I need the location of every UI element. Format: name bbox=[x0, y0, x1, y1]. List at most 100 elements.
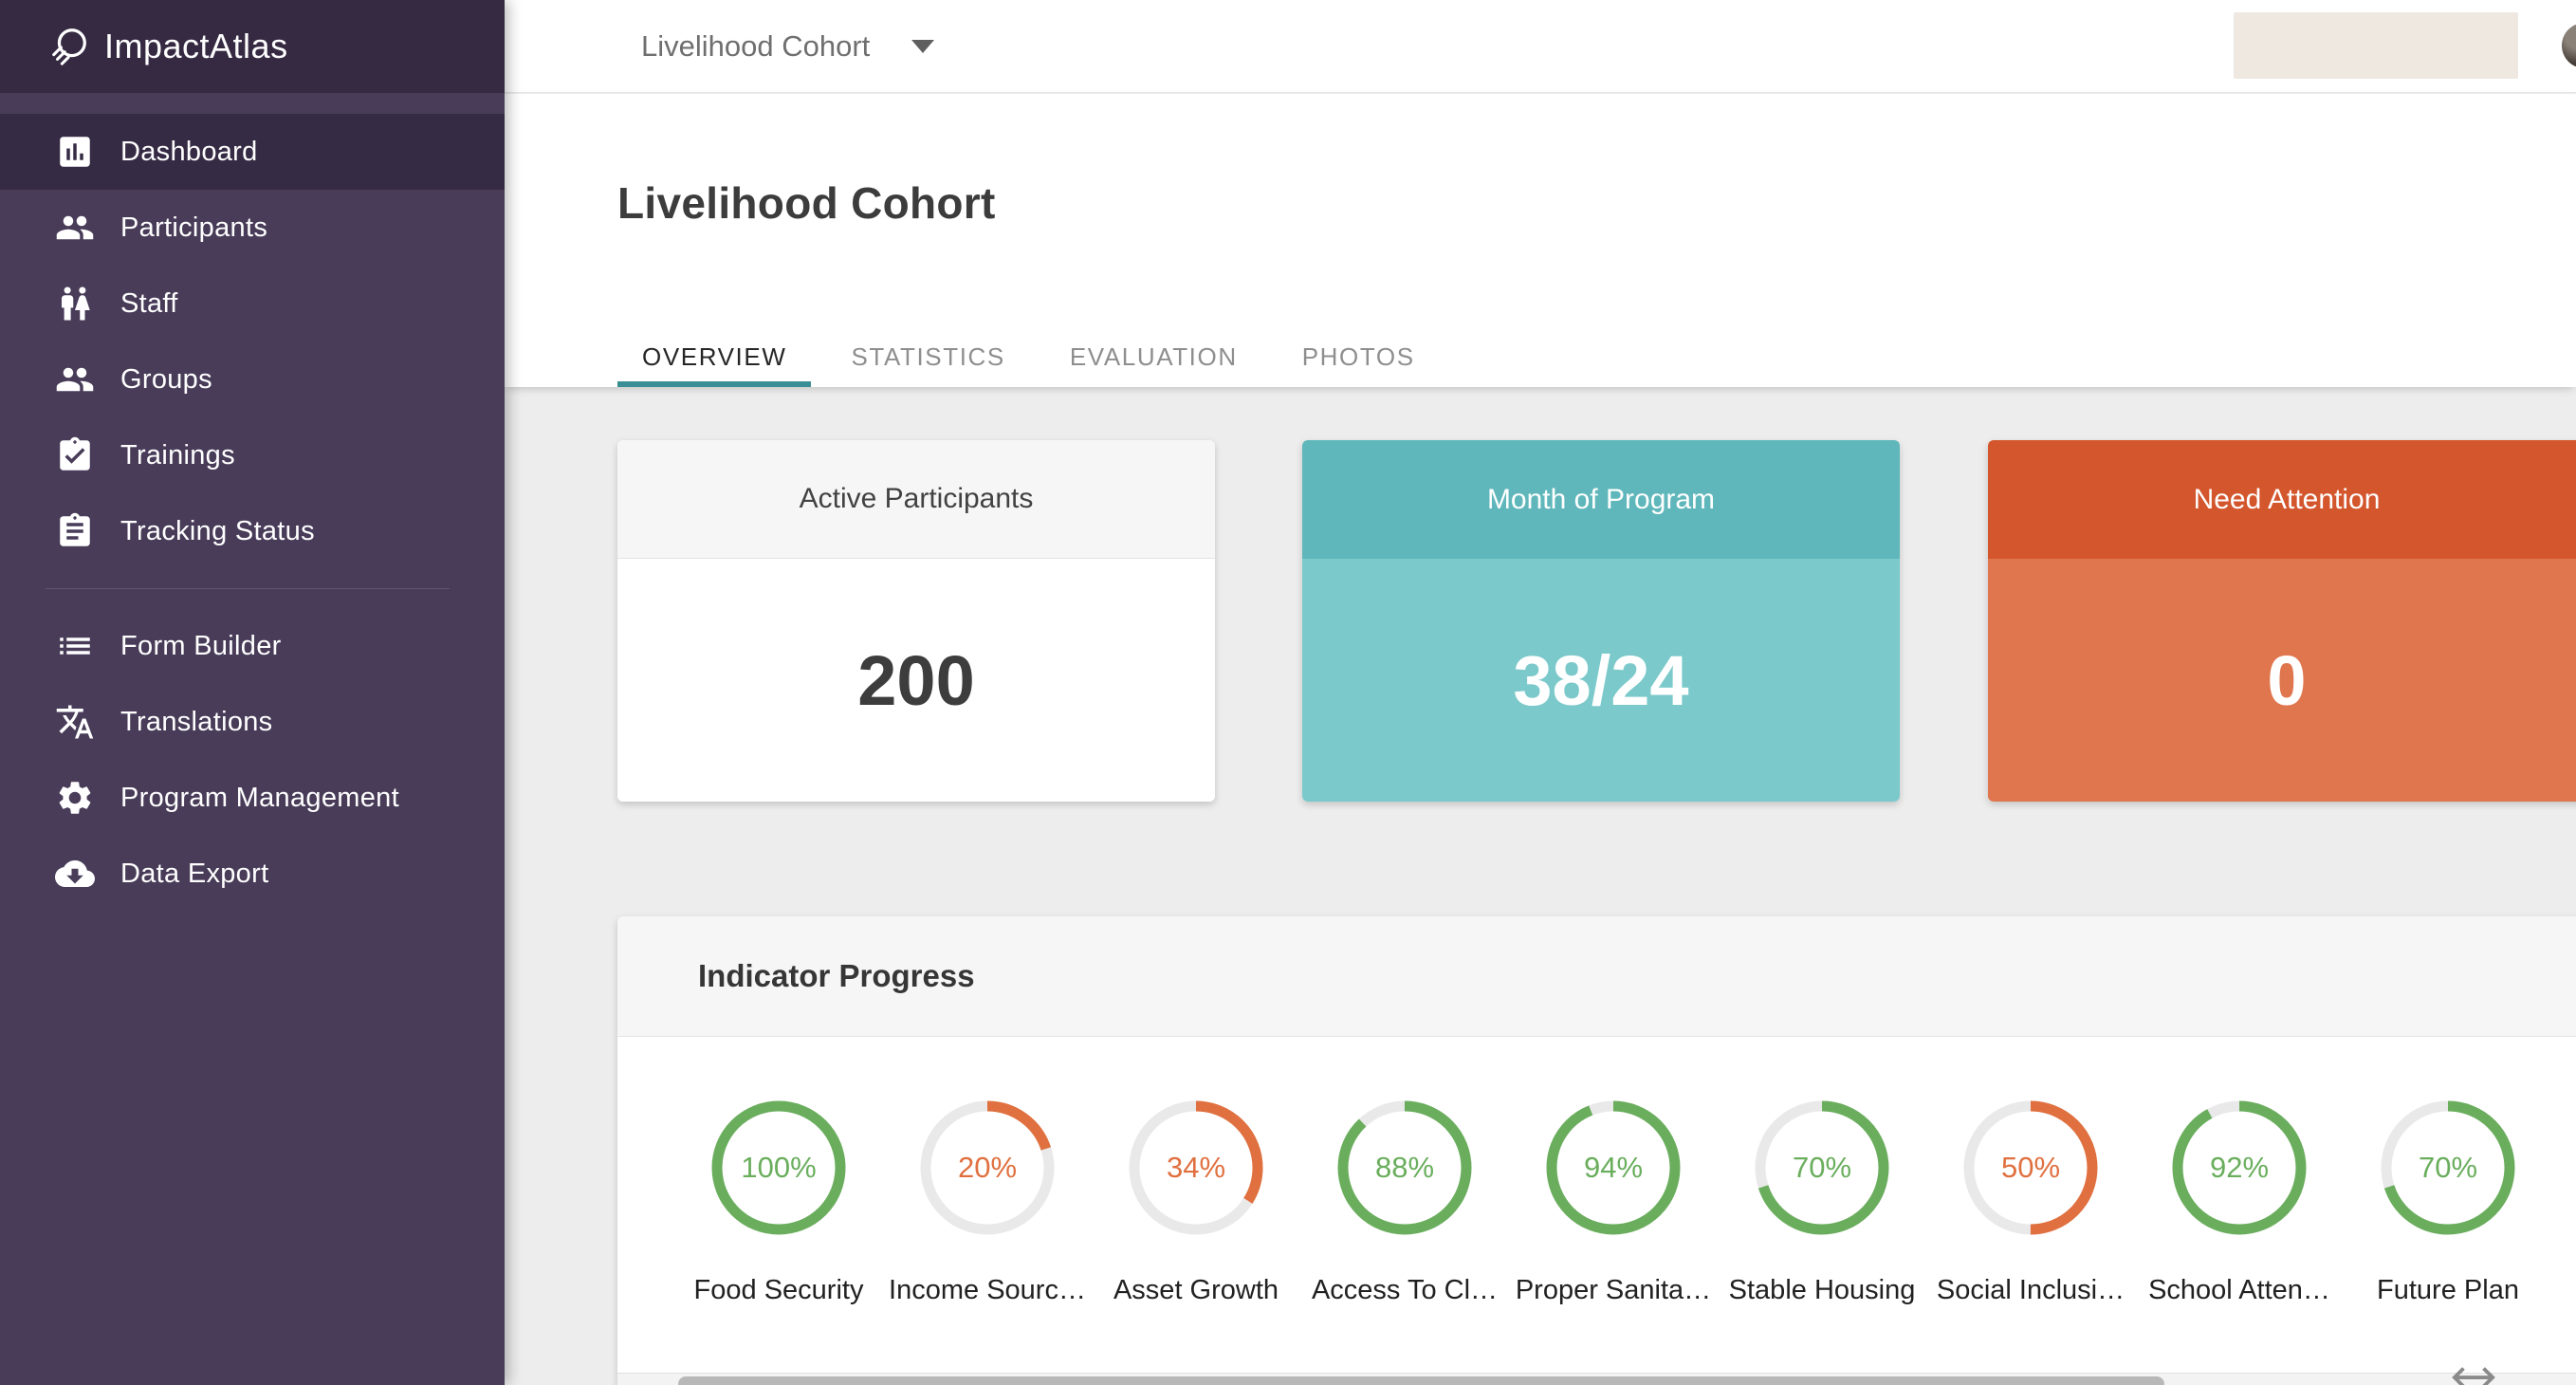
progress-ring: 70% bbox=[1753, 1099, 1891, 1237]
cohort-select[interactable]: Livelihood Cohort bbox=[641, 0, 935, 93]
indicator-label: Stable Housing bbox=[1728, 1275, 1916, 1305]
sidebar-item-label: Tracking Status bbox=[120, 515, 315, 546]
card-month-of-program: Month of Program 38/24 bbox=[1302, 440, 1900, 802]
sidebar-divider bbox=[46, 588, 450, 589]
sidebar-item-label: Dashboard bbox=[120, 136, 258, 167]
male-female-icon bbox=[55, 284, 95, 323]
main-content: Livelihood Cohort Livelihood Cohort OVER… bbox=[505, 0, 2576, 1385]
brand-name: ImpactAtlas bbox=[104, 27, 288, 65]
sidebar-item-participants[interactable]: Participants bbox=[0, 190, 505, 266]
progress-ring: 92% bbox=[2170, 1099, 2309, 1237]
card-value: 38/24 bbox=[1302, 559, 1900, 802]
cloud-download-icon bbox=[55, 854, 95, 894]
sidebar-item-label: Staff bbox=[120, 287, 178, 319]
progress-ring: 70% bbox=[2379, 1099, 2517, 1237]
indicator-percent: 50% bbox=[2000, 1151, 2061, 1184]
bar-chart-icon bbox=[55, 132, 95, 172]
chevron-down-icon bbox=[911, 40, 935, 53]
clipboard-check-icon bbox=[55, 435, 95, 475]
progress-ring: 34% bbox=[1127, 1099, 1265, 1237]
sidebar-item-tracking-status[interactable]: Tracking Status bbox=[0, 493, 505, 569]
indicator-percent: 20% bbox=[957, 1151, 1018, 1184]
sidebar-item-label: Form Builder bbox=[120, 630, 282, 661]
sidebar-item-groups[interactable]: Groups bbox=[0, 342, 505, 417]
card-title: Active Participants bbox=[617, 440, 1215, 559]
indicator-item: 20% Income Sourc… bbox=[883, 1099, 1092, 1306]
people-icon bbox=[55, 208, 95, 248]
sidebar-item-program-management[interactable]: Program Management bbox=[0, 760, 505, 836]
search-box-placeholder[interactable] bbox=[2234, 12, 2518, 79]
horizontal-scroll-arrows-icon bbox=[2452, 1367, 2495, 1385]
sidebar: ImpactAtlas Dashboard Participants Staff… bbox=[0, 0, 505, 1385]
card-title: Need Attention bbox=[1988, 440, 2576, 559]
card-value: 200 bbox=[617, 559, 1215, 802]
sidebar-item-dashboard[interactable]: Dashboard bbox=[0, 114, 505, 190]
sidebar-item-label: Groups bbox=[120, 363, 212, 395]
progress-ring: 20% bbox=[918, 1099, 1057, 1237]
cohort-select-value: Livelihood Cohort bbox=[641, 29, 871, 63]
card-active-participants: Active Participants 200 bbox=[617, 440, 1215, 802]
indicator-percent: 100% bbox=[741, 1151, 817, 1184]
indicator-label: Proper Sanita… bbox=[1515, 1275, 1712, 1305]
indicator-progress-title: Indicator Progress bbox=[617, 916, 2576, 1037]
card-need-attention: Need Attention 0 bbox=[1988, 440, 2576, 802]
progress-ring: 50% bbox=[1961, 1099, 2100, 1237]
indicator-label: Future Plan bbox=[2377, 1275, 2519, 1305]
clipboard-list-icon bbox=[55, 511, 95, 551]
sidebar-item-label: Trainings bbox=[120, 439, 235, 471]
sidebar-item-trainings[interactable]: Trainings bbox=[0, 417, 505, 493]
tab-bar: OVERVIEW STATISTICS EVALUATION PHOTOS bbox=[617, 332, 1455, 387]
indicator-item: 100% Food Security bbox=[674, 1099, 883, 1306]
indicator-label: Income Sourc… bbox=[889, 1275, 1086, 1305]
gear-icon bbox=[55, 778, 95, 818]
indicator-percent: 94% bbox=[1583, 1151, 1644, 1184]
indicator-percent: 70% bbox=[2418, 1151, 2478, 1184]
sidebar-item-label: Translations bbox=[120, 706, 273, 737]
tab-photos[interactable]: PHOTOS bbox=[1301, 342, 1415, 371]
translate-icon bbox=[55, 702, 95, 742]
indicator-percent: 34% bbox=[1166, 1151, 1226, 1184]
sidebar-item-data-export[interactable]: Data Export bbox=[0, 836, 505, 912]
indicator-progress-panel: Indicator Progress 100% Food Security 20… bbox=[617, 916, 2576, 1385]
indicator-label: Access To Cl… bbox=[1311, 1275, 1499, 1305]
indicator-item: 92% School Atten… bbox=[2135, 1099, 2344, 1306]
indicator-percent: 92% bbox=[2209, 1151, 2270, 1184]
indicator-percent: 88% bbox=[1374, 1151, 1435, 1184]
brand-logo: ImpactAtlas bbox=[0, 0, 505, 93]
indicator-item: 50% Social Inclusi… bbox=[1926, 1099, 2135, 1306]
progress-ring: 94% bbox=[1544, 1099, 1683, 1237]
tab-statistics[interactable]: STATISTICS bbox=[851, 342, 1005, 371]
indicator-row: 100% Food Security 20% Income Sourc… 34%… bbox=[617, 1037, 2576, 1306]
horizontal-scrollbar-thumb[interactable] bbox=[678, 1376, 2164, 1385]
indicator-label: Asset Growth bbox=[1113, 1275, 1279, 1305]
globe-comet-logo-icon bbox=[52, 28, 86, 65]
title-tabs-sheet: Livelihood Cohort OVERVIEW STATISTICS EV… bbox=[505, 94, 2576, 387]
people-icon bbox=[55, 360, 95, 399]
card-title: Month of Program bbox=[1302, 440, 1900, 559]
user-avatar[interactable] bbox=[2562, 23, 2576, 68]
sidebar-item-translations[interactable]: Translations bbox=[0, 684, 505, 760]
progress-ring: 88% bbox=[1335, 1099, 1474, 1237]
tab-evaluation[interactable]: EVALUATION bbox=[1069, 342, 1238, 371]
indicator-label: School Atten… bbox=[2148, 1275, 2330, 1305]
list-icon bbox=[55, 626, 95, 666]
page-title: Livelihood Cohort bbox=[617, 178, 996, 228]
indicator-item: 88% Access To Cl… bbox=[1300, 1099, 1509, 1306]
sidebar-item-form-builder[interactable]: Form Builder bbox=[0, 608, 505, 684]
indicator-label: Social Inclusi… bbox=[1936, 1275, 2125, 1305]
sidebar-item-label: Participants bbox=[120, 212, 268, 243]
sidebar-menu: Dashboard Participants Staff Groups Trai… bbox=[0, 93, 505, 912]
sidebar-item-label: Data Export bbox=[120, 858, 269, 889]
horizontal-scrollbar[interactable] bbox=[617, 1373, 2576, 1385]
indicator-percent: 70% bbox=[1792, 1151, 1852, 1184]
sidebar-item-label: Program Management bbox=[120, 782, 399, 813]
indicator-item: 70% Stable Housing bbox=[1718, 1099, 1926, 1306]
tab-overview[interactable]: OVERVIEW bbox=[617, 332, 812, 387]
indicator-item: 70% Future Plan bbox=[2344, 1099, 2552, 1306]
progress-ring: 100% bbox=[709, 1099, 848, 1237]
top-app-bar: Livelihood Cohort bbox=[505, 0, 2576, 93]
sidebar-item-staff[interactable]: Staff bbox=[0, 266, 505, 342]
indicator-label: Food Security bbox=[693, 1275, 864, 1305]
indicator-item: 94% Proper Sanita… bbox=[1509, 1099, 1718, 1306]
indicator-item: 34% Asset Growth bbox=[1092, 1099, 1300, 1306]
